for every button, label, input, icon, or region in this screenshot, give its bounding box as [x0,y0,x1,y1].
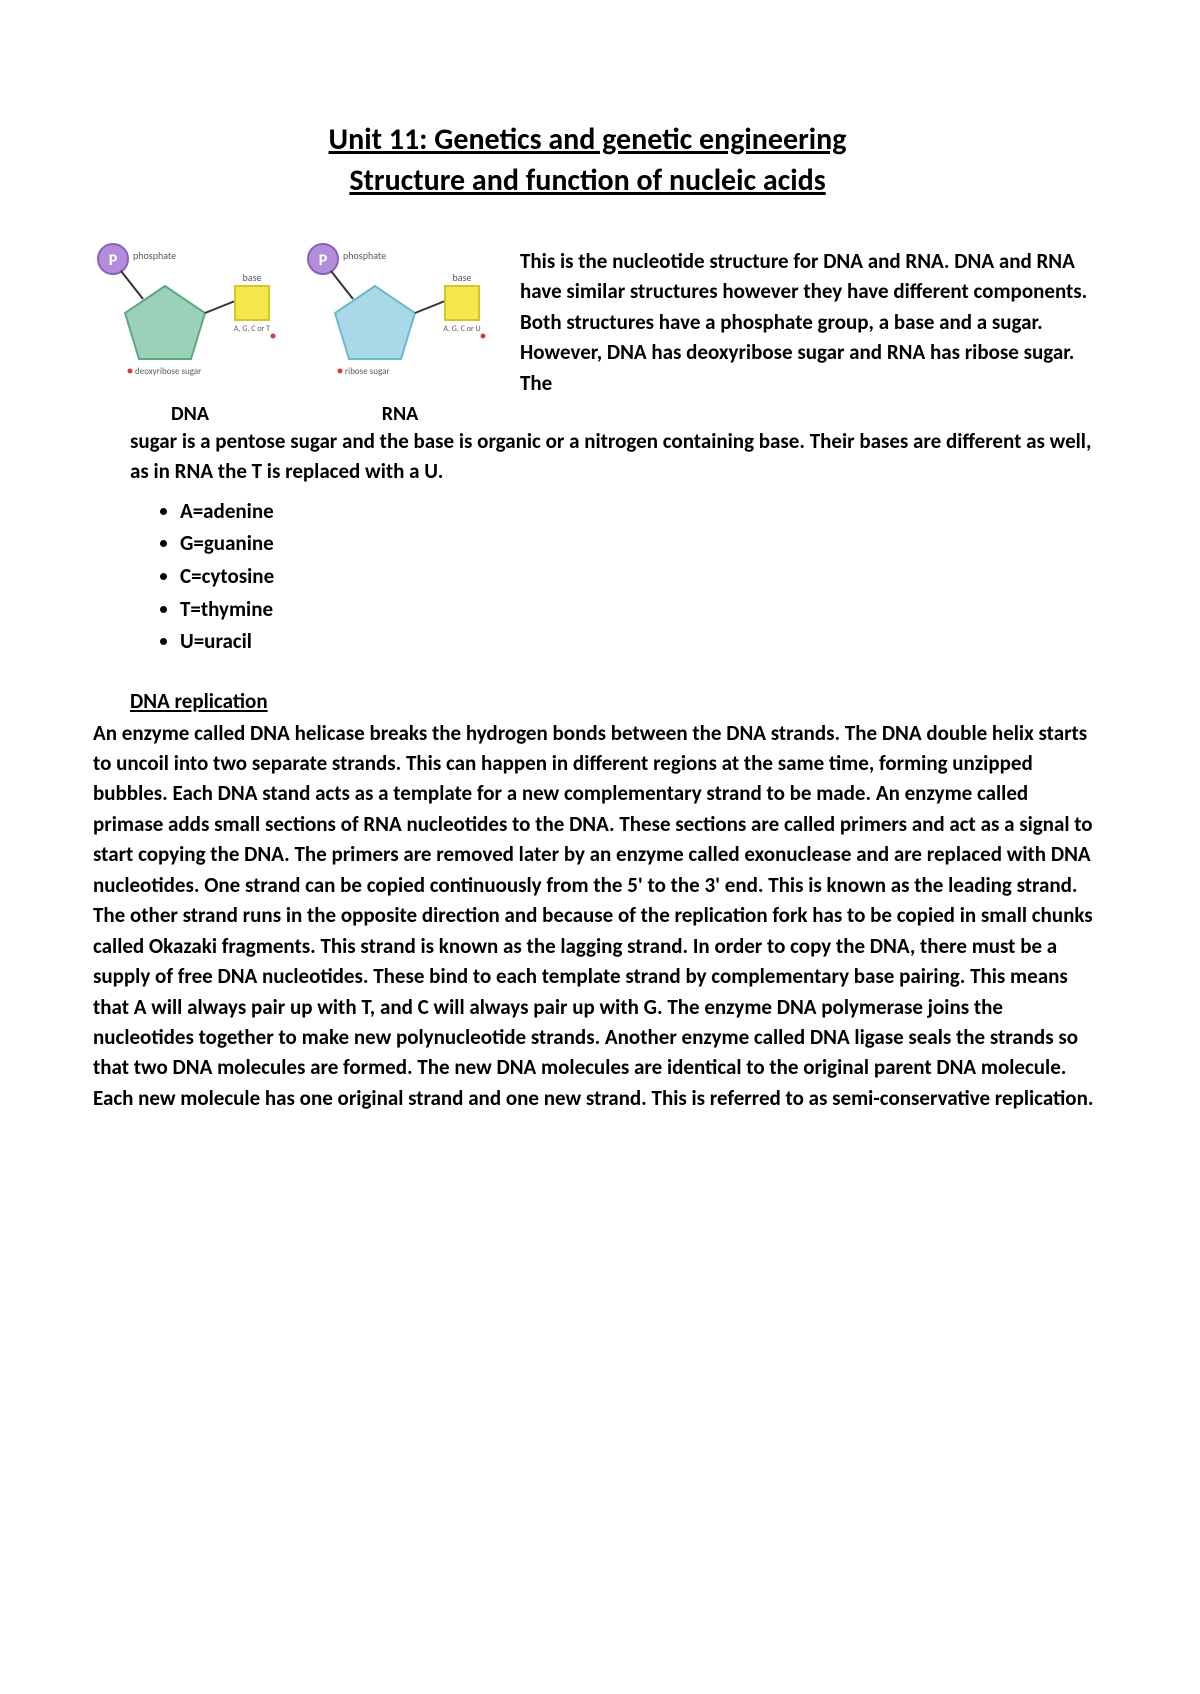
sugar-label: ribose sugar [345,366,389,377]
bases-list: A=adenine G=guanine C=cytosine T=thymine… [65,495,1110,658]
title-line-2: Structure and function of nucleic acids [65,161,1110,202]
phosphate-label: phosphate [133,249,176,262]
dna-diagram: P phosphate base A, G, C or T deoxyribos… [95,241,285,426]
base-square-icon [235,286,269,320]
base-sublabel: A, G, C or T [234,324,270,334]
base-label: base [243,271,262,284]
nucleotide-diagrams: P phosphate base A, G, C or T deoxyribos… [95,241,495,426]
rna-name: RNA [305,402,495,426]
dna-name: DNA [95,402,285,426]
phosphate-label: phosphate [343,249,386,262]
base-sublabel: A, G, C or U [443,324,480,334]
list-item: A=adenine [180,495,1110,528]
base-label: base [453,271,472,284]
title-block: Unit 11: Genetics and genetic engineerin… [65,120,1110,201]
list-item: T=thymine [180,593,1110,626]
replication-paragraph: An enzyme called DNA helicase breaks the… [65,718,1110,1114]
intro-paragraph-cont: sugar is a pentose sugar and the base is… [65,426,1110,487]
intro-row: P phosphate base A, G, C or T deoxyribos… [65,241,1110,426]
base-square-icon [445,286,479,320]
phosphate-letter: P [109,251,118,270]
rna-diagram: P phosphate base A, G, C or U ribose sug… [305,241,495,426]
dna-replication-heading: DNA replication [65,688,1110,714]
list-item: U=uracil [180,625,1110,658]
sugar-pentagon-icon [125,286,205,359]
sugar-label: deoxyribose sugar [135,366,201,377]
list-item: G=guanine [180,527,1110,560]
list-item: C=cytosine [180,560,1110,593]
sugar-pentagon-icon [335,286,415,359]
intro-paragraph-side: This is the nucleotide structure for DNA… [520,241,1110,398]
title-line-1: Unit 11: Genetics and genetic engineerin… [65,120,1110,161]
phosphate-letter: P [319,251,328,270]
